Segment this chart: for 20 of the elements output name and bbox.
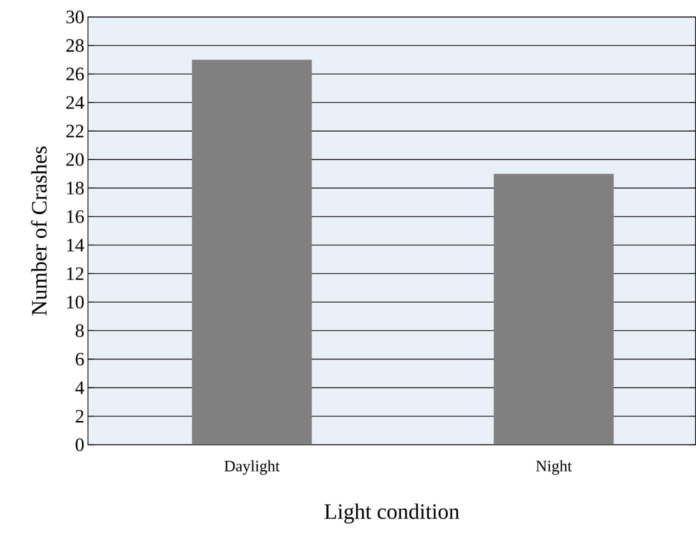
y-tick-label: 2 — [76, 410, 84, 423]
y-tick-label: 8 — [76, 324, 84, 338]
y-tick-label: 24 — [66, 96, 84, 109]
y-tick-label: 26 — [66, 68, 84, 81]
x-tick-label: Daylight — [224, 460, 280, 475]
y-tick-label: 16 — [67, 210, 84, 224]
x-axis-title: Light condition — [324, 504, 460, 524]
y-tick-label: 20 — [66, 153, 84, 166]
y-tick-label: 10 — [67, 296, 84, 309]
y-tick-label: 4 — [75, 382, 84, 394]
y-tick-label: 6 — [76, 352, 84, 366]
y-tick-label: 22 — [66, 124, 84, 138]
y-tick-label: 28 — [66, 39, 84, 52]
y-tick-label: 14 — [67, 239, 84, 252]
x-tick-label: Night — [536, 460, 572, 475]
y-tick-label: 18 — [67, 182, 84, 195]
y-tick-label: 30 — [66, 10, 84, 24]
y-tick-label: 12 — [67, 268, 84, 280]
y-tick-label: 0 — [76, 438, 84, 452]
y-axis-title: Number of Crashes — [31, 146, 47, 316]
